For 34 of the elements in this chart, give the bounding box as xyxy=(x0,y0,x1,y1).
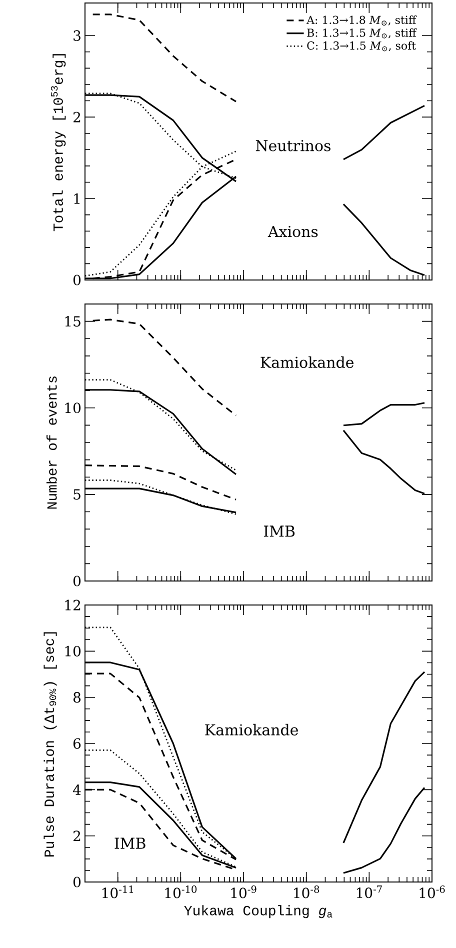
y-tick-label: 15 xyxy=(65,316,80,327)
x-tick-label: 10$^{-6}$ xyxy=(420,886,445,898)
annotation: Neutrinos xyxy=(256,140,330,152)
y-axis-title: Number of events xyxy=(46,376,57,509)
legend-label: C: 1.3→1.5 M$_{⊙}$, soft xyxy=(307,41,416,52)
y-tick-label: 3 xyxy=(74,30,80,41)
x-tick-label: 10$^{-8}$ xyxy=(294,886,320,898)
y-axis-title: Total energy [10$^{53}$erg] xyxy=(50,54,66,232)
annotation: IMB xyxy=(114,838,146,849)
x-tick-label: 10$^{-7}$ xyxy=(356,886,382,898)
y-tick-label: 2 xyxy=(74,830,80,842)
x-tick-label: 10$^{-10}$ xyxy=(165,886,197,898)
y-tick-label: 10 xyxy=(65,646,81,656)
y-tick-label: 5 xyxy=(74,489,80,500)
annotation: IMB xyxy=(264,526,295,537)
y-tick-label: 12 xyxy=(65,600,80,610)
y-tick-label: 6 xyxy=(73,738,81,749)
x-tick-label: 10$^{-9}$ xyxy=(231,886,256,898)
y-tick-label: 4 xyxy=(72,784,81,795)
legend-label: B: 1.3→1.5 M$_{⊙}$, stiff xyxy=(307,28,418,38)
annotation: Kamiokande xyxy=(205,724,298,736)
annotation: Axions xyxy=(268,226,318,238)
y-tick-label: 10 xyxy=(65,402,81,414)
x-axis-title: Yukawa Coupling g$_{a}$ xyxy=(184,905,332,918)
x-tick-label: 10$^{-11}$ xyxy=(102,886,133,898)
legend-label: A: 1.3→1.8 M$_{⊙}$, stiff xyxy=(306,16,417,26)
y-tick-label: 0 xyxy=(73,876,81,888)
y-tick-label: 1 xyxy=(74,193,80,204)
y-axis-title: Pulse Duration (Δt$_{90%}$) [sec] xyxy=(44,632,57,856)
y-tick-label: 0 xyxy=(73,274,81,286)
y-tick-label: 0 xyxy=(73,576,81,586)
annotation: Kamiokande xyxy=(260,356,354,368)
y-tick-label: 8 xyxy=(73,692,81,703)
y-tick-label: 2 xyxy=(74,112,80,122)
